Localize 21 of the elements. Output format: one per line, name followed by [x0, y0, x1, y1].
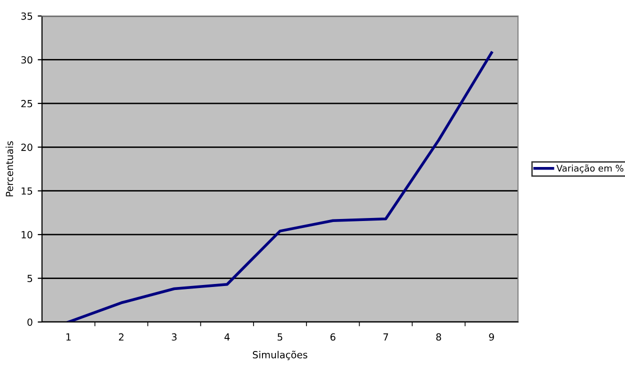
x-tick-label: 1 [66, 333, 71, 340]
y-tick-label: 0 [27, 318, 32, 326]
y-tick-label: 30 [21, 56, 32, 64]
x-tick-label: 9 [489, 333, 494, 341]
x-tick-label: 2 [118, 333, 124, 340]
x-tick-label: 3 [172, 333, 177, 341]
y-tick-label: 25 [21, 100, 32, 108]
x-axis-title: Simulações [252, 350, 308, 360]
y-tick-label: 20 [21, 144, 32, 151]
x-tick-label: 8 [436, 333, 442, 341]
x-tick-label: 4 [224, 333, 230, 340]
x-tick-label: 7 [383, 333, 388, 340]
y-tick-label: 5 [28, 274, 32, 282]
x-tick-label: 5 [278, 333, 282, 341]
legend-label: Variação em % [556, 164, 624, 174]
x-tick-label: 6 [330, 333, 336, 341]
y-tick-label: 35 [21, 12, 32, 20]
y-tick-label: 15 [22, 187, 32, 195]
y-axis-title: Percentuais [6, 141, 14, 196]
line-series [67, 51, 493, 322]
y-tick-label: 10 [22, 231, 32, 238]
